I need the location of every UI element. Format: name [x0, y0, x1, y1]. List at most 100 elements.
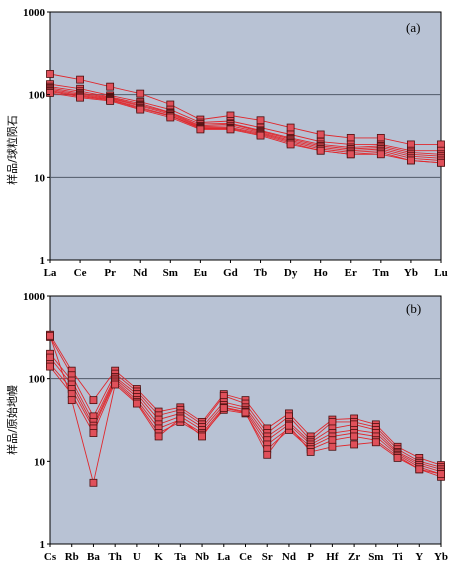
x-tick-label-er: Er	[345, 267, 357, 279]
x-tick-label-k: K	[154, 551, 163, 563]
x-tick-label-dy: Dy	[284, 267, 298, 279]
series-8-point-nd	[136, 105, 145, 114]
panel-a: 1 10 100 1000 La Ce Pr Nd Sm Eu Gd Tb Dy Ho Er Tm Yb Lu (…	[5, 7, 448, 279]
series-3-line	[49, 86, 442, 155]
x-tick-label-th: Th	[108, 551, 121, 563]
series-7-point-nd	[285, 421, 293, 430]
series-7-point-ti	[393, 454, 402, 462]
series-1-point-dy	[286, 123, 295, 132]
panel-b-y-axis-label: 样品/原始地幔	[5, 385, 19, 455]
x-tick-label-la: La	[217, 551, 230, 563]
series-7-point-y	[415, 465, 424, 474]
x-tick-label-ce: Ce	[239, 551, 252, 563]
x-tick-label-sr: Sr	[262, 551, 273, 563]
series-7-point-ta	[176, 414, 185, 423]
x-tick-label-zr: Zr	[348, 551, 360, 563]
series-7-point-ba	[89, 478, 98, 487]
series-1-point-nd	[136, 89, 145, 98]
x-tick-label-y: Y	[415, 551, 423, 563]
x-tick-label-ti: Ti	[392, 551, 402, 563]
y-tick-label: 100	[29, 90, 46, 102]
series-1-point-tb	[256, 116, 265, 125]
x-tick-label-nb: Nb	[195, 551, 209, 563]
series-7-point-zr	[350, 440, 359, 449]
series-1-point-er	[346, 133, 355, 142]
x-tick-label-tm: Tm	[373, 267, 390, 279]
series-7-point-cs	[46, 331, 54, 340]
y-tick-label: 10	[34, 172, 46, 184]
x-tick-label-ho: Ho	[314, 267, 329, 279]
series-8-point-dy	[286, 140, 295, 149]
series-8-point-eu	[196, 125, 205, 134]
x-tick-label-la: La	[44, 267, 57, 279]
series-7-point-p	[306, 448, 315, 456]
x-tick-label-eu: Eu	[194, 267, 207, 279]
series-1-point-tm	[376, 133, 385, 142]
series-7-point-ce	[241, 408, 250, 417]
series-8-point-lu	[437, 158, 445, 167]
x-tick-label-gd: Gd	[223, 267, 238, 279]
x-tick-label-tb: Tb	[254, 267, 267, 279]
x-tick-label-nd: Nd	[133, 267, 147, 279]
series-8-point-ho	[316, 146, 325, 155]
series-1-point-ba	[89, 396, 98, 405]
x-tick-label-lu: Lu	[434, 267, 447, 279]
series-6-line	[49, 90, 442, 161]
series-6-point-zr	[350, 432, 359, 441]
series-1-point-pr	[106, 82, 115, 91]
x-tick-label-u: U	[133, 551, 141, 563]
series-7-line	[49, 91, 442, 164]
series-8-point-tb	[256, 131, 265, 140]
series-5-line	[49, 88, 442, 159]
x-tick-label-sm: Sm	[163, 267, 178, 279]
series-8-point-yb	[407, 156, 415, 165]
series-8-point-pr	[106, 97, 115, 105]
series-2-line	[49, 83, 441, 152]
series-7-point-sm	[371, 438, 380, 447]
series-7-point-rb	[67, 396, 76, 405]
y-tick-label: 1000	[23, 291, 46, 303]
panel-a-y-axis-label: 样品/球粒陨石	[5, 115, 19, 185]
series-1-point-la	[46, 70, 54, 78]
y-tick-label: 10	[34, 456, 46, 468]
panel-a-label: (a)	[406, 20, 420, 35]
series-7-point-la	[219, 404, 228, 413]
x-tick-label-pr: Pr	[104, 267, 116, 279]
x-tick-label-rb: Rb	[65, 551, 79, 563]
x-tick-label-yb: Yb	[404, 267, 418, 279]
series-8-point-ce	[76, 93, 84, 102]
series-6-point-hf	[328, 436, 337, 445]
x-tick-label-ba: Ba	[87, 551, 100, 563]
y-tick-label: 1	[40, 255, 46, 267]
series-1-line	[49, 73, 441, 145]
series-2-point-hf	[328, 417, 337, 426]
panel-b: 1 10 100 1000 Cs Rb Ba Th U K Ta Nb La Ce Sr Nd P Hf Zr Sm T…	[5, 291, 448, 563]
series-7-point-yb	[437, 470, 445, 479]
series-6-point-ba	[89, 429, 98, 437]
series-6-point-cs	[46, 362, 54, 371]
x-tick-label-ce: Ce	[74, 267, 87, 279]
x-tick-label-hf: Hf	[326, 551, 339, 563]
panel-b-plot-area	[49, 295, 442, 545]
series-7-point-k	[154, 432, 163, 441]
series-8-point-gd	[226, 125, 235, 134]
y-tick-label: 100	[29, 374, 46, 386]
series-1-point-ce	[76, 75, 84, 84]
series-7-point-th	[111, 380, 120, 389]
series-7-point-sr	[263, 450, 272, 459]
series-1-point-ho	[316, 130, 325, 139]
x-tick-label-yb: Yb	[434, 551, 448, 563]
series-4-point-cs	[46, 353, 54, 362]
series-7-point-u	[132, 399, 141, 408]
y-tick-label: 1000	[23, 7, 46, 19]
x-tick-label-sm: Sm	[368, 551, 383, 563]
series-8-line	[49, 92, 442, 164]
y-tick-label: 1	[40, 539, 46, 551]
series-8-point-sm	[166, 113, 175, 122]
series-7-point-hf	[328, 442, 337, 451]
series-7-point-nb	[198, 432, 206, 441]
x-tick-label-nd: Nd	[282, 551, 296, 563]
series-8-point-la	[46, 89, 54, 97]
x-tick-label-ta: Ta	[174, 551, 186, 563]
